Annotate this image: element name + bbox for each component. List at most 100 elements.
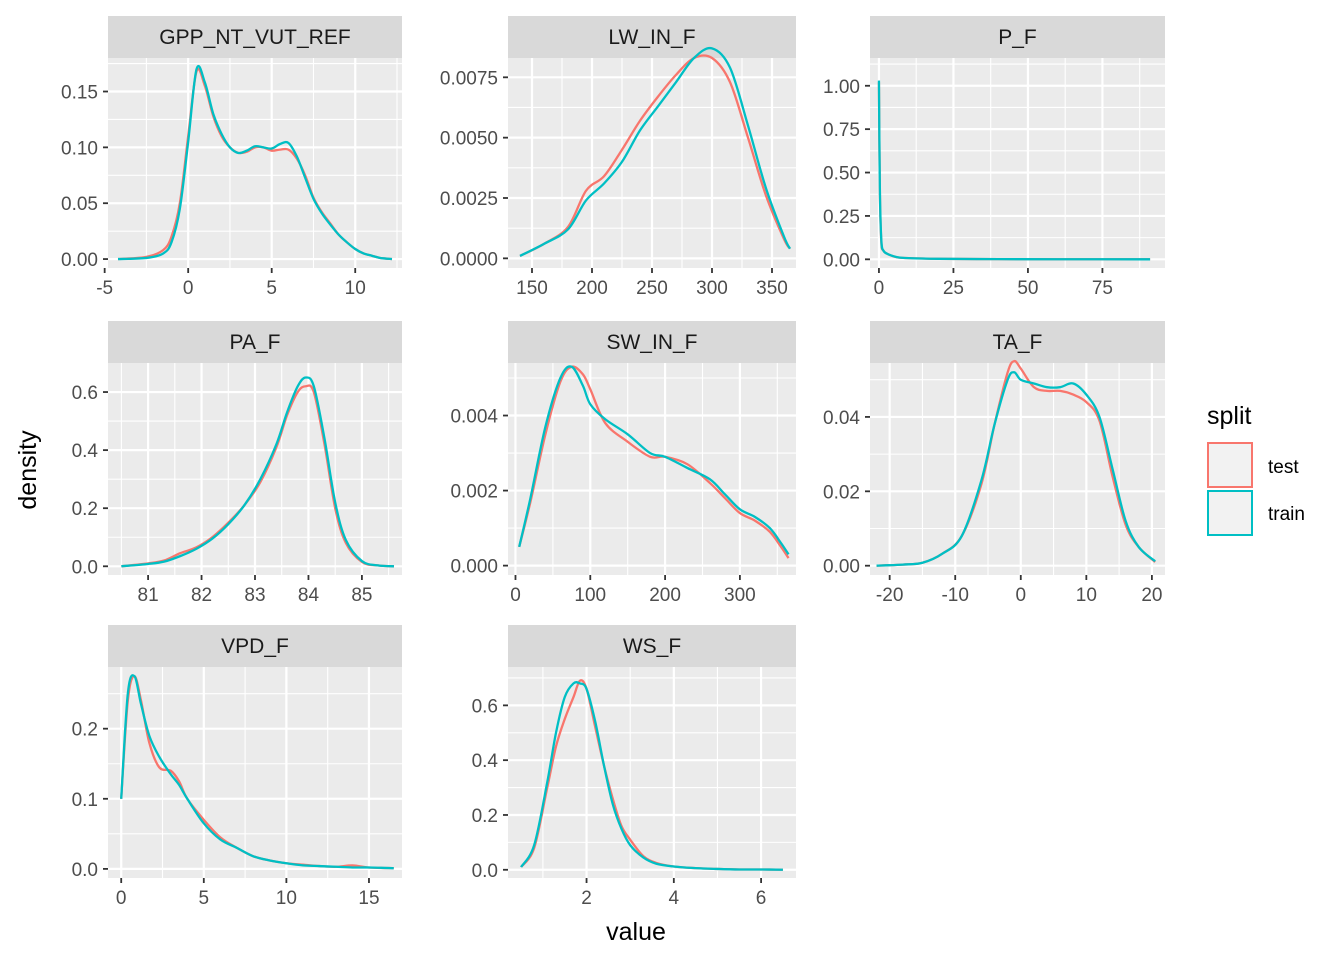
legend-label-train: train — [1268, 504, 1305, 525]
x-tick-label: 20 — [1141, 585, 1162, 606]
density-line-test — [519, 54, 791, 257]
x-tick-label: 84 — [298, 585, 320, 606]
panel-bg-sw-in-f — [508, 363, 796, 575]
x-axis-title: value — [606, 918, 666, 946]
y-tick-label: 0.000 — [450, 557, 498, 578]
facet-pa-f: PA_F 81 82 83 84 85 0.0 0.2 0.4 0.6 — [72, 321, 402, 606]
y-tick-label: 0.2 — [72, 499, 98, 520]
x-tick-label: 10 — [345, 278, 366, 299]
strip-label-gpp-nt-vut-ref: GPP_NT_VUT_REF — [159, 26, 350, 49]
x-tick-label: 75 — [1092, 278, 1113, 299]
legend-title: split — [1207, 402, 1252, 430]
y-tick-label: 0.50 — [823, 164, 860, 185]
legend: split test train — [1207, 402, 1305, 536]
x-tick-label: 0 — [510, 585, 521, 606]
facet-ws-f: WS_F 2 4 6 0.0 0.2 0.4 0.6 — [472, 625, 796, 909]
legend-key-test — [1207, 442, 1253, 488]
y-tick-label: 0.00 — [823, 557, 860, 578]
x-tick-label: 350 — [756, 278, 788, 299]
strip-gpp-nt-vut-ref — [108, 16, 402, 58]
legend-item-test: test — [1207, 442, 1299, 488]
y-tick-label: 0.25 — [823, 207, 860, 228]
strip-label-p-f: P_F — [998, 26, 1037, 49]
y-axis-title: density — [14, 430, 42, 510]
strip-vpd-f — [108, 625, 402, 667]
x-tick-label: 10 — [1076, 585, 1097, 606]
strip-label-sw-in-f: SW_IN_F — [606, 331, 697, 354]
y-tick-label: 0.02 — [823, 482, 860, 503]
y-tick-label: 0.05 — [61, 194, 98, 215]
facet-ta-f: TA_F -20 -10 0 10 20 0.00 0.02 0.04 — [823, 321, 1165, 606]
density-line-train — [121, 376, 395, 568]
facet-vpd-f: VPD_F 0 5 10 15 0.0 0.1 0.2 — [72, 625, 402, 909]
y-tick-label: 0.0025 — [440, 189, 498, 210]
facet-gpp-nt-vut-ref: GPP_NT_VUT_REF -5 0 5 10 0.00 0.05 0.10 0.15 — [61, 16, 402, 299]
x-tick-label: 5 — [199, 888, 210, 909]
strip-pa-f — [108, 321, 402, 363]
y-tick-label: 0.04 — [823, 408, 860, 429]
facet-p-f: P_F 0 25 50 75 0.00 0.25 0.50 0.75 1.00 — [823, 16, 1165, 299]
y-tick-label: 0.4 — [472, 751, 499, 772]
x-tick-label: 300 — [696, 278, 728, 299]
y-tick-label: 0.00 — [61, 250, 98, 271]
y-tick-label: 0.002 — [450, 482, 498, 503]
density-line-test — [518, 365, 790, 559]
facet-sw-in-f: SW_IN_F 0 100 200 300 0.000 0.002 0.004 — [450, 321, 796, 606]
y-tick-label: 0.6 — [72, 383, 98, 404]
strip-label-pa-f: PA_F — [230, 331, 281, 354]
strip-p-f — [870, 16, 1165, 58]
x-tick-label: -20 — [876, 585, 903, 606]
strip-label-ta-f: TA_F — [993, 331, 1043, 354]
x-tick-label: 200 — [576, 278, 608, 299]
density-line-train — [877, 80, 1151, 261]
y-tick-label: 0.6 — [472, 696, 498, 717]
y-tick-label: 0.00 — [823, 250, 860, 271]
y-tick-label: 0.0075 — [440, 68, 498, 89]
x-tick-label: 6 — [756, 888, 767, 909]
x-tick-label: -10 — [941, 585, 968, 606]
y-tick-label: 0.2 — [472, 806, 498, 827]
y-tick-label: 0.1 — [72, 790, 98, 811]
density-line-train — [120, 674, 394, 870]
x-tick-label: -5 — [96, 278, 113, 299]
x-tick-label: 50 — [1017, 278, 1038, 299]
x-tick-label: 25 — [943, 278, 964, 299]
strip-ws-f — [508, 625, 796, 667]
y-tick-label: 0.2 — [72, 720, 98, 741]
x-tick-label: 0 — [116, 888, 127, 909]
density-line-train — [117, 64, 393, 261]
density-line-train — [520, 681, 783, 871]
x-tick-label: 0 — [1015, 585, 1026, 606]
x-tick-label: 0 — [874, 278, 885, 299]
panel-bg-gpp-nt-vut-ref — [108, 58, 402, 268]
x-tick-label: 82 — [191, 585, 212, 606]
y-tick-label: 0.15 — [61, 83, 98, 104]
y-tick-label: 0.0000 — [440, 249, 498, 270]
y-tick-label: 0.4 — [72, 441, 99, 462]
x-tick-label: 0 — [183, 278, 194, 299]
legend-key-train — [1207, 490, 1253, 536]
y-tick-label: 0.0 — [472, 861, 498, 882]
x-tick-label: 15 — [358, 888, 379, 909]
strip-ta-f — [870, 321, 1165, 363]
y-tick-label: 0.10 — [61, 138, 98, 159]
strip-label-lw-in-f: LW_IN_F — [608, 26, 695, 49]
y-tick-label: 0.75 — [823, 120, 860, 141]
x-tick-label: 2 — [581, 888, 592, 909]
x-tick-label: 200 — [649, 585, 681, 606]
panel-bg-vpd-f — [108, 667, 402, 878]
strip-label-vpd-f: VPD_F — [221, 635, 289, 658]
x-tick-label: 5 — [266, 278, 277, 299]
facet-lw-in-f: LW_IN_F 150 200 250 300 350 0.0000 0.0025 0.0050… — [440, 16, 796, 299]
density-line-train — [518, 365, 790, 555]
strip-lw-in-f — [508, 16, 796, 58]
y-tick-label: 1.00 — [823, 77, 860, 98]
x-tick-label: 150 — [516, 278, 548, 299]
facet-panels: GPP_NT_VUT_REF-5 0 5 100.000.050.100.15LW_I… — [61, 16, 1165, 909]
x-tick-label: 83 — [244, 585, 265, 606]
strip-sw-in-f — [508, 321, 796, 363]
x-tick-label: 100 — [574, 585, 606, 606]
y-tick-label: 0.0 — [72, 860, 98, 881]
x-tick-label: 10 — [276, 888, 297, 909]
